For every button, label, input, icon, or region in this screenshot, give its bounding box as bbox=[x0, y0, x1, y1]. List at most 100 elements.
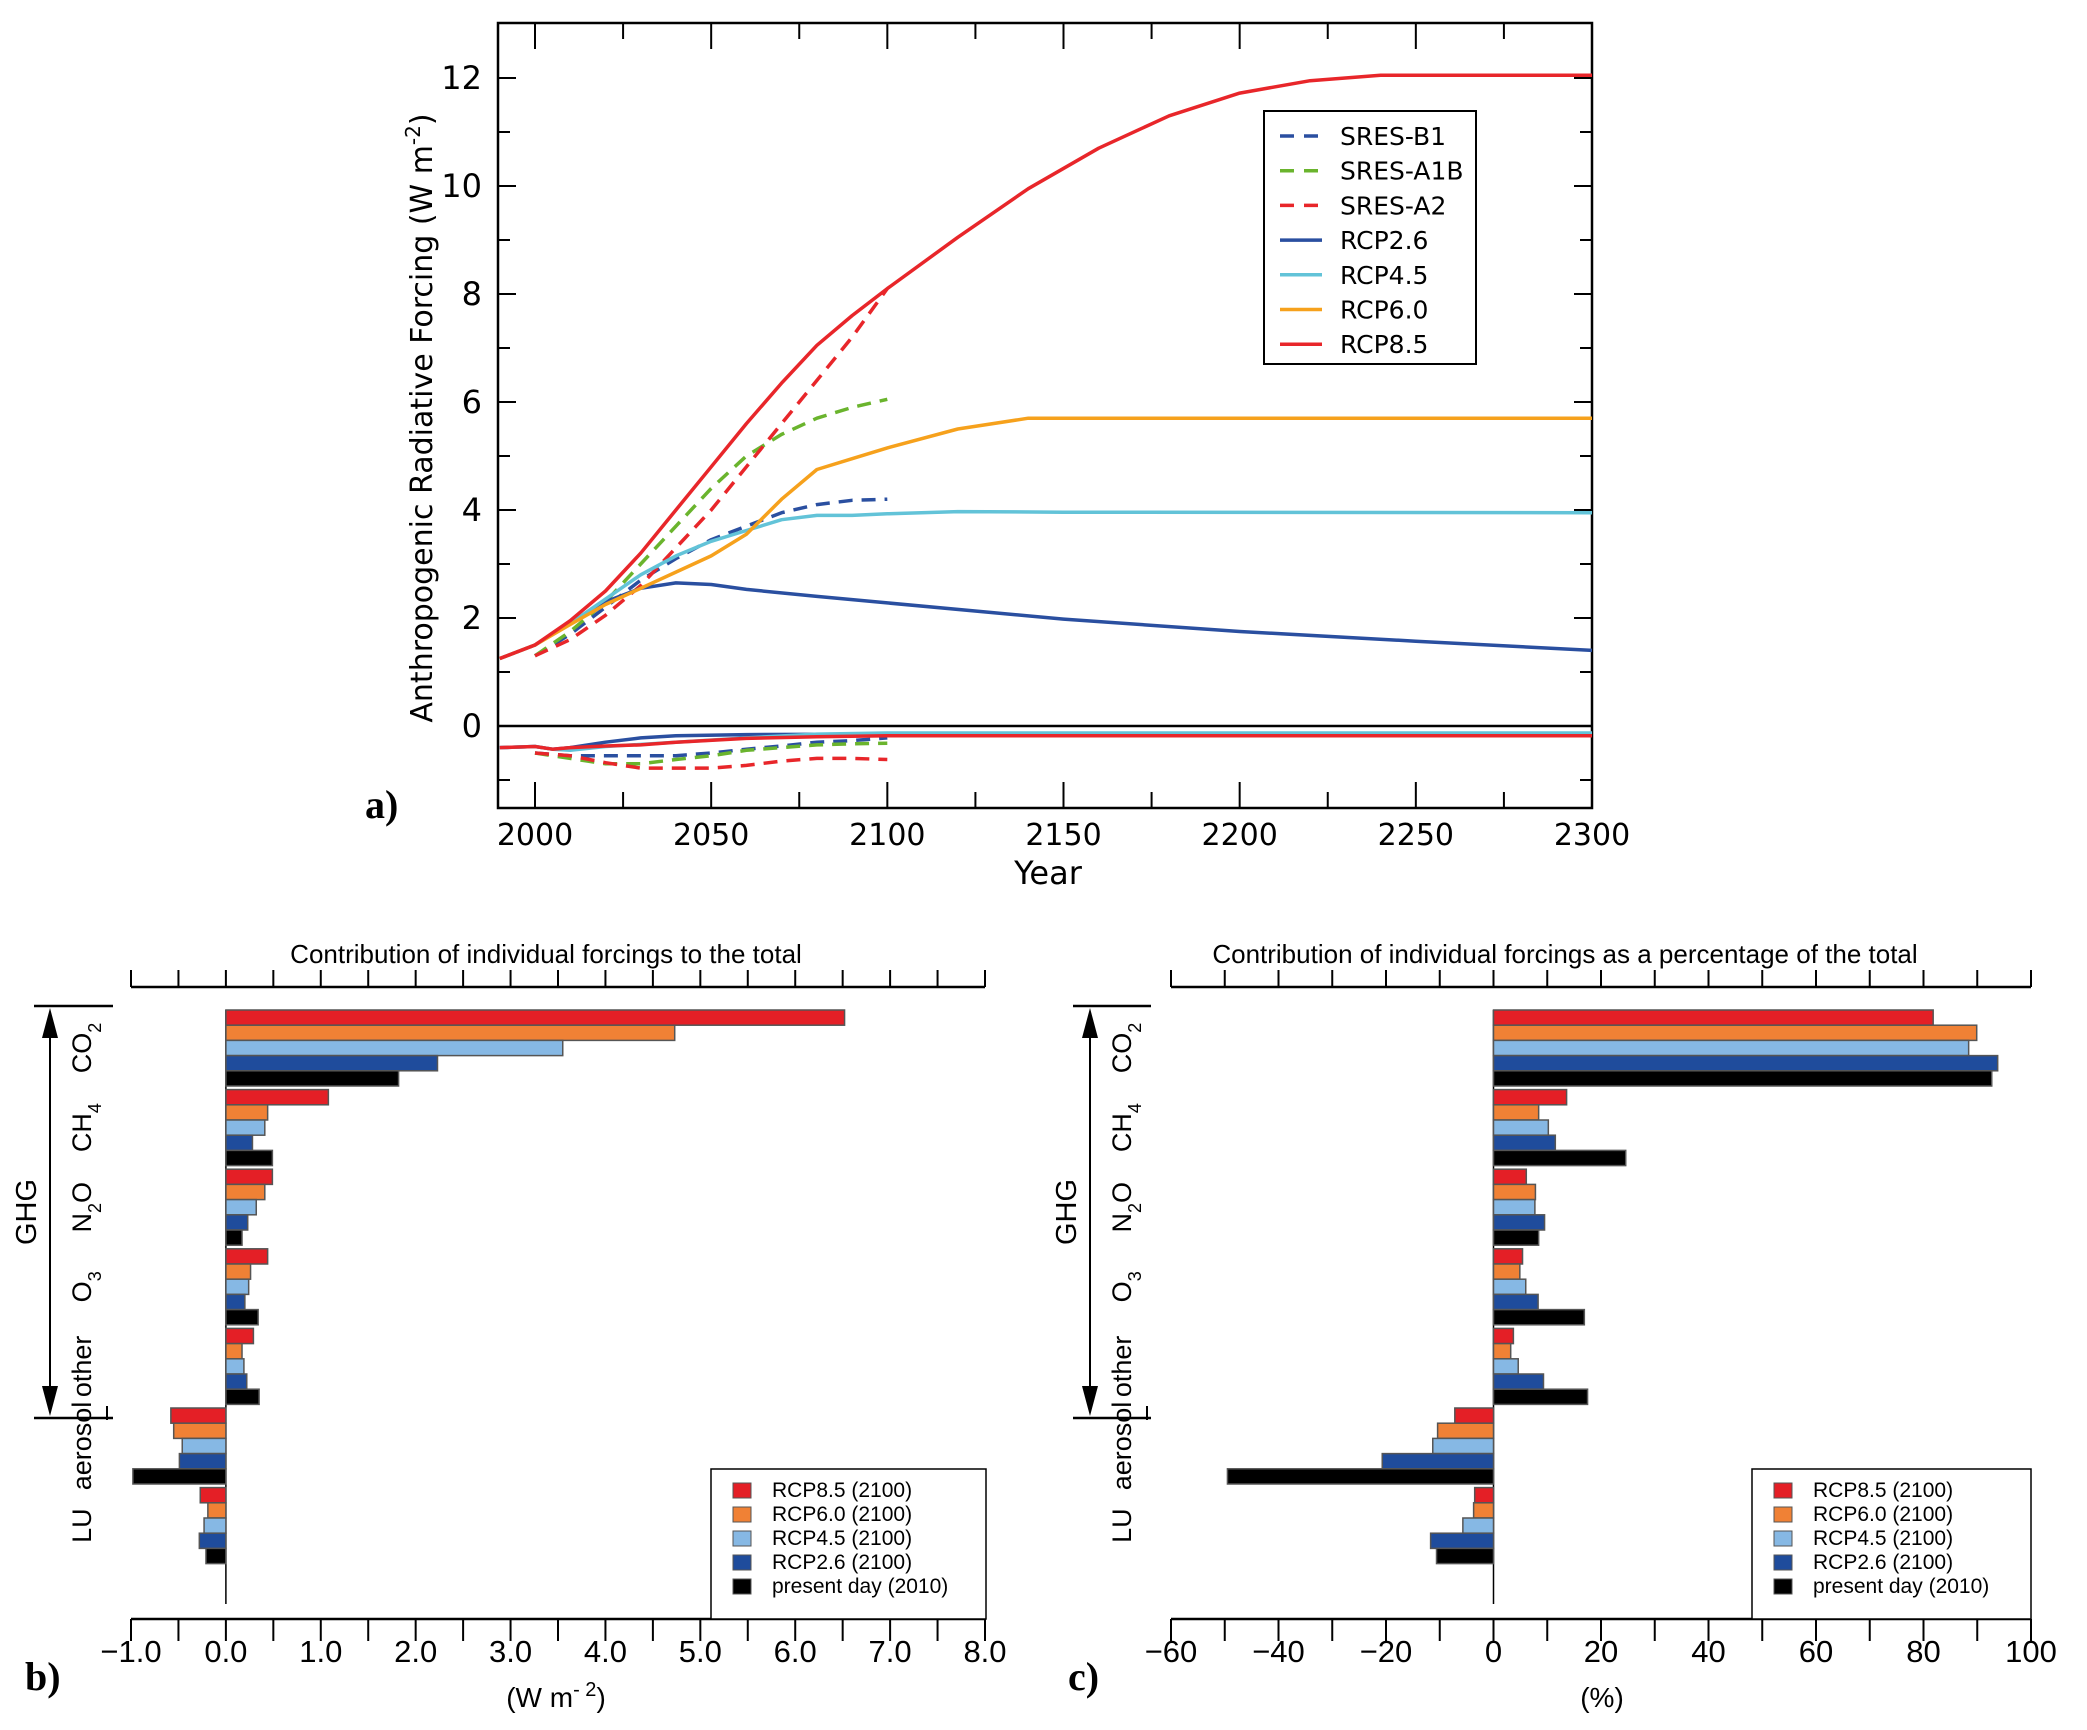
x-tick-label: 3.0 bbox=[489, 1634, 532, 1669]
legend-label: RCP2.6 (2100) bbox=[1813, 1551, 1953, 1574]
bar-ch4-present bbox=[225, 1149, 274, 1167]
bar-other-rcp26 bbox=[1492, 1373, 1545, 1390]
bar-aerosol-present bbox=[1226, 1468, 1495, 1485]
category-label: aerosol bbox=[67, 1402, 97, 1491]
category-label-main: aerosol bbox=[67, 1402, 97, 1491]
x-tick-label: 5.0 bbox=[679, 1634, 722, 1669]
legend-swatch bbox=[1773, 1554, 1793, 1571]
x-tick-label: 2000 bbox=[497, 818, 573, 853]
category-label-sub: 2 bbox=[1125, 1023, 1145, 1033]
bar-o3-rcp60 bbox=[225, 1263, 252, 1280]
category-label-tail: O bbox=[67, 1182, 97, 1203]
x-tick-label: −20 bbox=[1360, 1634, 1413, 1669]
y-tick-label: 0 bbox=[462, 707, 482, 745]
bar-n2o-present bbox=[1492, 1229, 1540, 1246]
bar-co2-rcp26 bbox=[1492, 1054, 1999, 1072]
bar-other-rcp45 bbox=[225, 1358, 245, 1375]
bar-o3-rcp26 bbox=[225, 1293, 246, 1311]
series-line-rcp2-6 bbox=[499, 581, 1593, 661]
category-label-main: CO bbox=[67, 1033, 97, 1074]
legend-label: RCP6.0 (2100) bbox=[1813, 1503, 1953, 1526]
bar-n2o-rcp60 bbox=[225, 1183, 266, 1201]
legend-label: SRES-B1 bbox=[1340, 122, 1446, 151]
bar-other-rcp45 bbox=[1492, 1358, 1519, 1375]
panel-b-bars bbox=[132, 1009, 846, 1565]
legend-label: RCP2.6 (2100) bbox=[772, 1551, 912, 1574]
bar-other-present bbox=[1492, 1388, 1589, 1406]
x-tick-label: 20 bbox=[1584, 1634, 1618, 1669]
category-label: other bbox=[1107, 1336, 1137, 1398]
category-label-sub: 2 bbox=[85, 1203, 105, 1213]
panel-c-panel-label: c) bbox=[1068, 1654, 1099, 1699]
legend-label: present day (2010) bbox=[772, 1575, 948, 1598]
panel-a-ylabel-main: Anthropogenic Radiative Forcing (W m bbox=[405, 145, 440, 723]
arrow-down-icon bbox=[42, 1386, 58, 1416]
legend-swatch bbox=[1773, 1578, 1793, 1595]
category-label-tail: O bbox=[1107, 1182, 1137, 1203]
category-label: O3 bbox=[67, 1271, 105, 1302]
legend-swatch bbox=[732, 1530, 752, 1547]
bar-co2-present bbox=[1492, 1070, 1993, 1087]
category-label-sub: 4 bbox=[1125, 1103, 1145, 1113]
y-tick-label: 8 bbox=[462, 275, 482, 313]
x-tick-label: 7.0 bbox=[869, 1634, 912, 1669]
panel-a-plot-frame bbox=[496, 21, 1594, 810]
panel-a-line-chart: 2000 2050 2100 2150 2200 2250 2300 0 2 4 6 8 10 12 An… bbox=[365, 21, 1630, 892]
bar-co2-rcp60 bbox=[225, 1024, 676, 1042]
category-label-main: O bbox=[1107, 1281, 1137, 1302]
bar-co2-rcp45 bbox=[1492, 1039, 1970, 1057]
series-line-sres-b1 bbox=[534, 497, 888, 658]
bar-other-rcp60 bbox=[225, 1342, 243, 1360]
bar-aerosol-rcp60 bbox=[1436, 1422, 1495, 1440]
bar-o3-rcp45 bbox=[1492, 1278, 1527, 1296]
bar-co2-present bbox=[225, 1070, 400, 1087]
panel-a-ylabel-close: ) bbox=[405, 113, 440, 125]
category-label: CH4 bbox=[67, 1103, 105, 1152]
series-line-rcp4-5 bbox=[499, 509, 1593, 661]
x-tick-label: −60 bbox=[1145, 1634, 1198, 1669]
series-line-negative-sres-b1 bbox=[534, 736, 888, 758]
bar-lu-rcp26 bbox=[1429, 1532, 1495, 1550]
panel-a-legend-box bbox=[1263, 110, 1477, 365]
x-tick-label: 2200 bbox=[1201, 818, 1277, 853]
bar-co2-rcp60 bbox=[1492, 1024, 1978, 1042]
category-label-main: LU bbox=[67, 1508, 97, 1543]
bar-o3-present bbox=[1492, 1308, 1586, 1326]
bar-ch4-present bbox=[1492, 1149, 1627, 1167]
legend-swatch bbox=[1773, 1506, 1793, 1523]
panel-c-bars bbox=[1226, 1009, 1999, 1565]
legend-box bbox=[710, 1468, 987, 1620]
category-label-sub: 3 bbox=[1125, 1271, 1145, 1281]
legend-label: RCP2.6 bbox=[1340, 226, 1428, 255]
legend-label: RCP4.5 bbox=[1340, 261, 1428, 290]
bar-o3-present bbox=[225, 1308, 259, 1326]
bar-ch4-rcp26 bbox=[225, 1134, 254, 1152]
arrow-up-icon bbox=[42, 1008, 58, 1038]
x-tick-label: −40 bbox=[1252, 1634, 1305, 1669]
bar-n2o-rcp26 bbox=[1492, 1214, 1546, 1231]
bar-co2-rcp85 bbox=[225, 1009, 846, 1026]
y-tick-label: 4 bbox=[462, 491, 482, 529]
legend-swatch bbox=[732, 1506, 752, 1523]
panel-a-legend: SRES-B1 SRES-A1B SRES-A2 RCP2.6 RCP4.5 RCP6.0… bbox=[1263, 110, 1477, 365]
panel-a-panel-label: a) bbox=[365, 782, 398, 827]
category-label-sub: 2 bbox=[1125, 1203, 1145, 1213]
panel-b-legend: RCP8.5 (2100)RCP6.0 (2100)RCP4.5 (2100)R… bbox=[710, 1468, 987, 1620]
legend-swatch bbox=[732, 1482, 752, 1499]
bar-o3-rcp45 bbox=[225, 1278, 250, 1296]
bar-lu-present bbox=[1435, 1547, 1495, 1565]
panel-a-ylabel: Anthropogenic Radiative Forcing (W m-2) bbox=[401, 113, 440, 722]
legend-label: RCP4.5 (2100) bbox=[1813, 1527, 1953, 1550]
panel-c-title: Contribution of individual forcings as a… bbox=[1212, 939, 1917, 969]
bar-other-rcp60 bbox=[1492, 1342, 1512, 1360]
panel-b-xlabel-sup: - 2 bbox=[573, 1679, 596, 1701]
y-tick-label: 12 bbox=[441, 59, 482, 97]
x-tick-label: 4.0 bbox=[584, 1634, 627, 1669]
bar-ch4-rcp60 bbox=[1492, 1104, 1540, 1121]
x-tick-label: 100 bbox=[2005, 1634, 2057, 1669]
legend-swatch bbox=[732, 1578, 752, 1595]
x-tick-label: 2300 bbox=[1554, 818, 1630, 853]
